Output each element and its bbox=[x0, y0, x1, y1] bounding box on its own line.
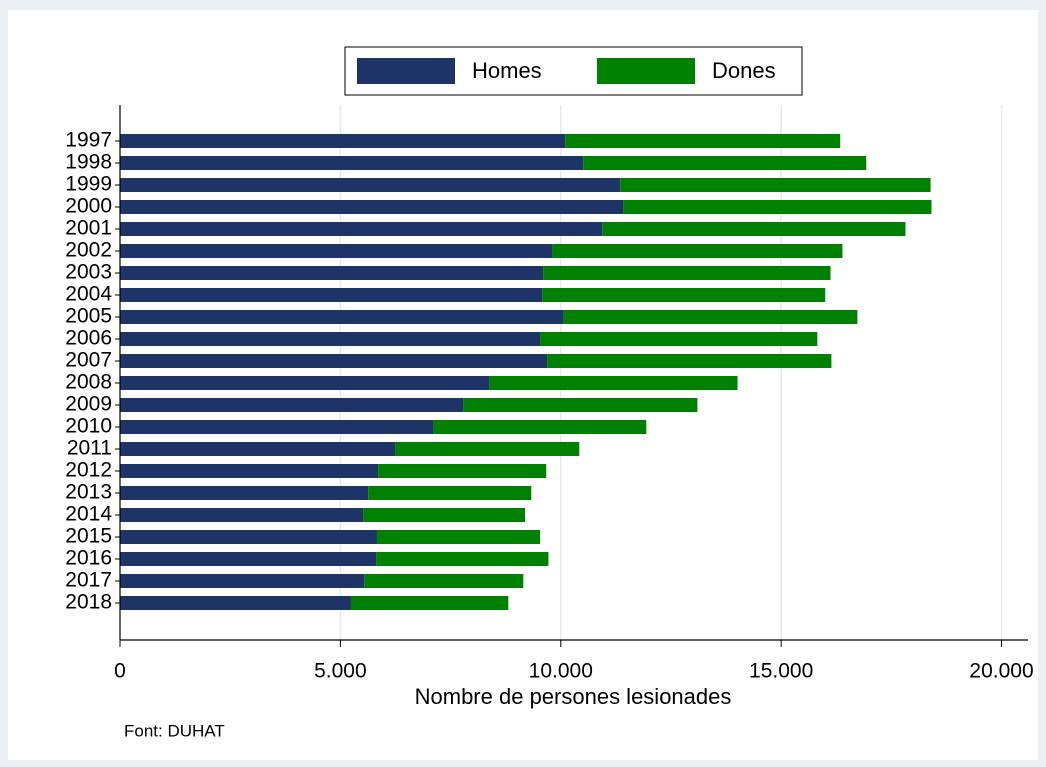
bar-segment bbox=[120, 574, 365, 588]
bar-segment bbox=[552, 244, 843, 258]
y-tick-label: 2005 bbox=[65, 305, 112, 328]
bar-segment bbox=[120, 134, 566, 148]
x-tick-label: 20.000 bbox=[969, 660, 1033, 683]
bar-segment bbox=[463, 398, 698, 412]
y-tick-label: 2004 bbox=[65, 283, 112, 306]
x-tick-label: 15.000 bbox=[749, 660, 813, 683]
x-tick-label: 10.000 bbox=[529, 660, 593, 683]
legend-swatch bbox=[357, 58, 455, 84]
bar-segment bbox=[120, 156, 584, 170]
bar-segment bbox=[364, 574, 524, 588]
bar-segment bbox=[395, 442, 580, 456]
bar-segment bbox=[563, 310, 858, 324]
x-tick-label: 0 bbox=[114, 660, 126, 683]
bar-segment bbox=[120, 530, 377, 544]
bar-segment bbox=[542, 288, 826, 302]
bar-segment bbox=[120, 596, 351, 610]
bar-segment bbox=[120, 552, 377, 566]
bar-segment bbox=[120, 178, 621, 192]
y-tick-label: 1998 bbox=[65, 151, 112, 174]
bar-segment bbox=[547, 354, 832, 368]
bar-segment bbox=[368, 486, 532, 500]
bar-segment bbox=[623, 200, 932, 214]
bar-segment bbox=[120, 222, 603, 236]
bar-segment bbox=[120, 508, 364, 522]
bar-segment bbox=[120, 332, 541, 346]
bar-segment bbox=[120, 442, 396, 456]
bar-segment bbox=[376, 552, 549, 566]
y-tick-label: 1999 bbox=[65, 173, 112, 196]
bar-segment bbox=[120, 288, 543, 302]
bar-segment bbox=[378, 464, 547, 478]
y-tick-label: 2007 bbox=[65, 349, 112, 372]
bar-segment bbox=[120, 464, 379, 478]
bar-segment bbox=[120, 420, 434, 434]
x-tick-label: 5.000 bbox=[314, 660, 367, 683]
y-tick-label: 2001 bbox=[65, 217, 112, 240]
y-tick-label: 2000 bbox=[65, 195, 112, 218]
y-tick-label: 2016 bbox=[65, 547, 112, 570]
bar-segment bbox=[540, 332, 818, 346]
bar-segment bbox=[363, 508, 526, 522]
bar-segment bbox=[120, 266, 544, 280]
y-tick-label: 2013 bbox=[65, 481, 112, 504]
legend-swatch bbox=[597, 58, 695, 84]
bar-segment bbox=[120, 200, 624, 214]
bar-segment bbox=[583, 156, 867, 170]
y-tick-label: 2012 bbox=[65, 459, 112, 482]
bar-segment bbox=[120, 310, 564, 324]
legend-label: Dones bbox=[712, 58, 776, 83]
bar-segment bbox=[120, 376, 490, 390]
y-tick-label: 2015 bbox=[65, 525, 112, 548]
y-tick-label: 2002 bbox=[65, 239, 112, 262]
x-axis-title: Nombre de persones lesionades bbox=[415, 684, 732, 709]
y-tick-label: 2018 bbox=[65, 591, 112, 614]
y-tick-label: 2009 bbox=[65, 393, 112, 416]
legend-label: Homes bbox=[472, 58, 542, 83]
bar-segment bbox=[602, 222, 906, 236]
y-tick-label: 2010 bbox=[65, 415, 112, 438]
y-tick-label: 2014 bbox=[65, 503, 112, 526]
source-note: Font: DUHAT bbox=[124, 721, 225, 740]
y-tick-label: 1997 bbox=[65, 129, 112, 152]
y-tick-label: 2006 bbox=[65, 327, 112, 350]
bar-segment bbox=[350, 596, 509, 610]
bar-segment bbox=[565, 134, 841, 148]
y-tick-label: 2008 bbox=[65, 371, 112, 394]
bar-segment bbox=[433, 420, 647, 434]
bar-segment bbox=[120, 244, 553, 258]
bar-segment bbox=[620, 178, 931, 192]
bar-segment bbox=[120, 354, 548, 368]
y-tick-label: 2003 bbox=[65, 261, 112, 284]
bar-segment bbox=[120, 398, 464, 412]
bar-segment bbox=[376, 530, 541, 544]
y-tick-label: 2017 bbox=[65, 569, 112, 592]
bar-segment bbox=[489, 376, 738, 390]
bar-segment bbox=[120, 486, 369, 500]
bar-segment bbox=[543, 266, 831, 280]
y-tick-label: 2011 bbox=[67, 437, 112, 460]
